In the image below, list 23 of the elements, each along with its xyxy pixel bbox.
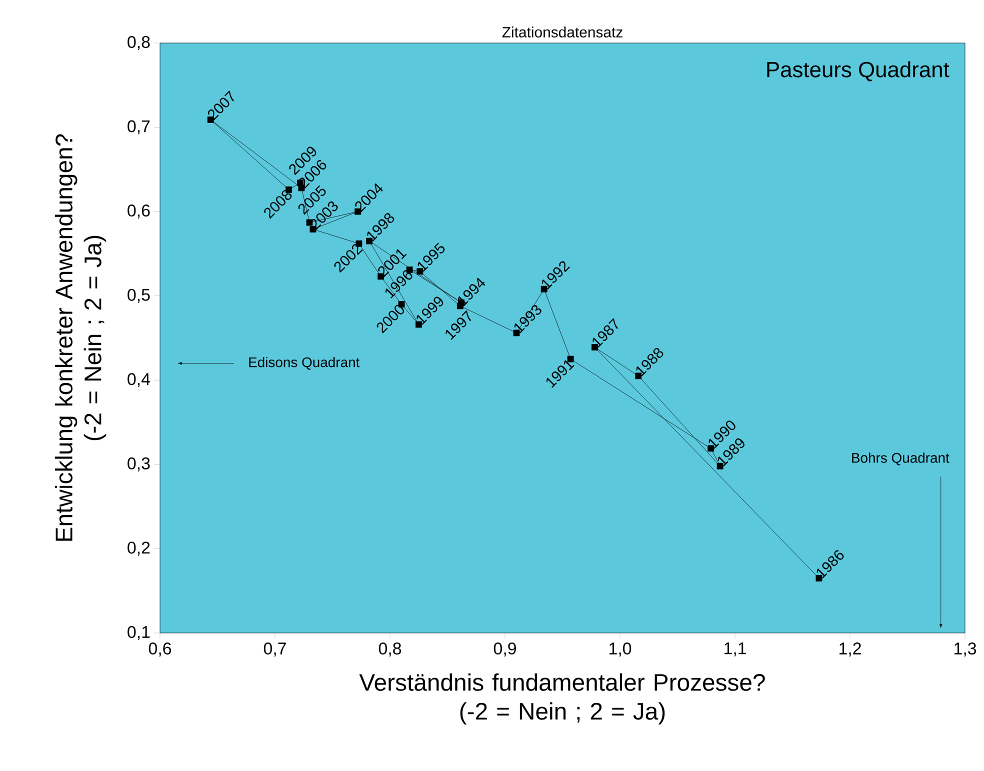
x-tick-label: 0,9 (494, 642, 516, 657)
x-tick-label: 1,1 (724, 642, 746, 656)
x-tick-label: 0,8 (378, 642, 402, 657)
x-tick-label: 1,3 (954, 642, 976, 657)
y-tick-label: 0,1 (128, 626, 150, 640)
chart-title: Zitationsdatensatz (502, 26, 622, 38)
y-tick-label: 0,7 (128, 120, 150, 134)
x-tick-label: 1,0 (610, 642, 632, 657)
y-tick-label: 0,5 (128, 288, 150, 303)
annotation: Edisons Quadrant (249, 356, 360, 370)
x-axis-title: Verständnis fundamentaler Prozesse? (-2 = Nein ; 2 = Ja) (359, 673, 765, 725)
y-tick-label: 0,3 (128, 457, 150, 472)
y-tick-label: 0,2 (128, 542, 150, 556)
annotation: Pasteurs Quadrant (767, 61, 950, 82)
point (306, 219, 313, 226)
y-tick-label: 0,4 (128, 373, 150, 388)
y-axis-title: Entwicklung konkreter Anwendungen? (-2 = Nein ; 2 = Ja) (54, 134, 106, 541)
y-tick-label: 0,6 (128, 204, 150, 219)
x-tick-label: 0,6 (148, 642, 172, 657)
x-tick-label: 0,7 (264, 642, 286, 657)
x-tick-label: 1,2 (840, 642, 861, 657)
y-tick-label: 0,8 (128, 36, 150, 50)
annotation: Bohrs Quadrant (852, 452, 950, 466)
